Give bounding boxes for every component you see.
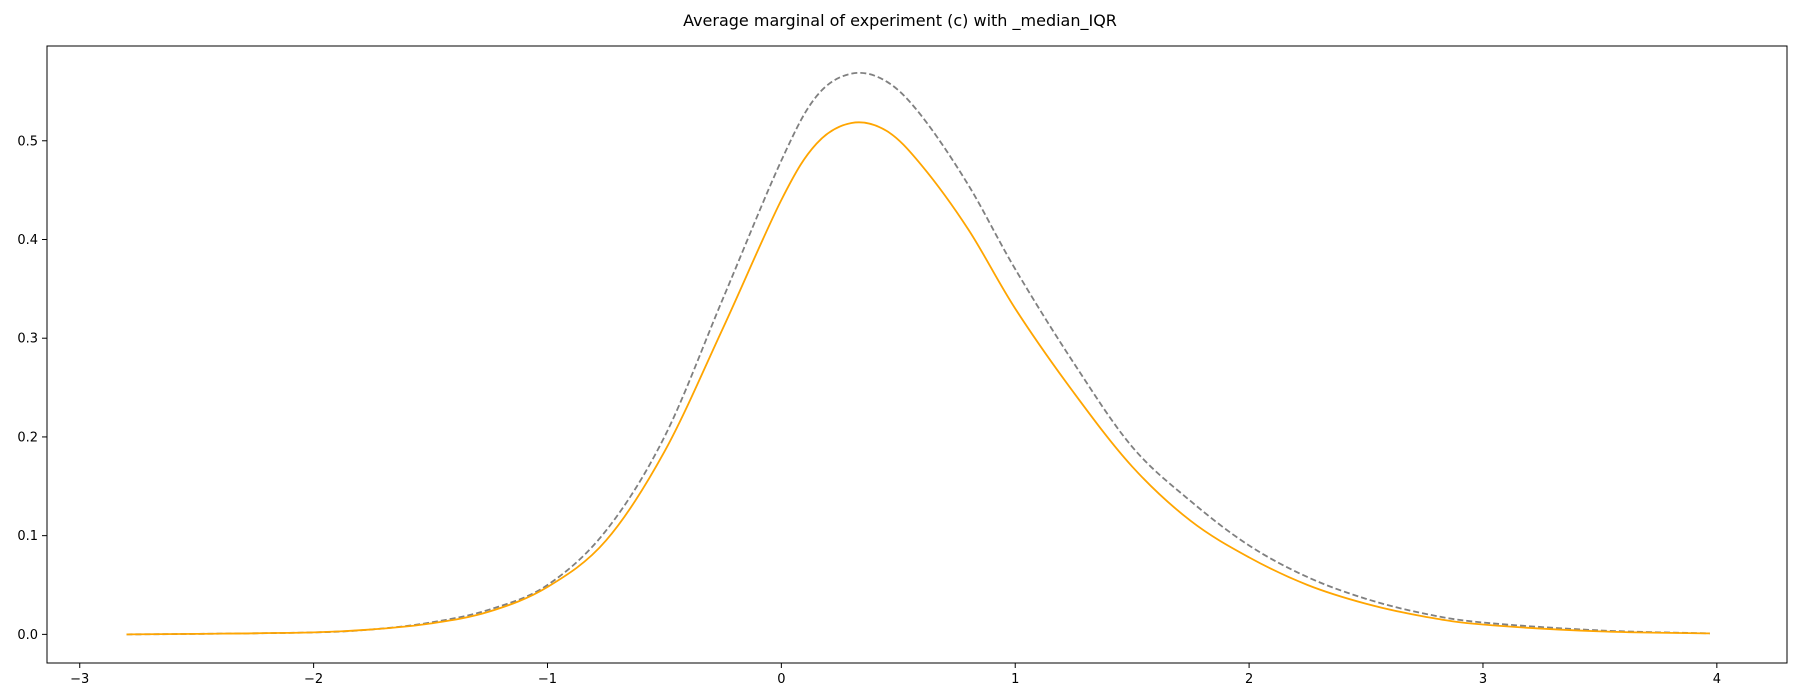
x-tick-label: −3 [70,672,89,687]
series-layer [126,71,1710,636]
series-line-1 [126,71,1710,636]
plot-area: −3 −2 −1 0 1 2 3 4 0.0 0.1 0.2 0.3 0.4 0.5 [17,45,1788,687]
axes-frame [46,45,1788,664]
y-tick-label: 0.2 [17,430,38,445]
x-tick-label: 1 [1011,672,1019,687]
y-tick-label: 0.0 [17,628,38,643]
x-tick-label: 3 [1479,672,1487,687]
series-line-2 [126,121,1710,636]
x-tick-label: 0 [777,672,785,687]
x-tick-label: −1 [538,672,557,687]
chart-title: Average marginal of experiment (c) with … [683,11,1117,31]
x-axis: −3 −2 −1 0 1 2 3 4 [70,663,1721,687]
y-axis: 0.0 0.1 0.2 0.3 0.4 0.5 [17,134,47,643]
x-tick-label: 4 [1713,672,1721,687]
x-tick-label: −2 [304,672,323,687]
x-tick-label: 2 [1245,672,1253,687]
y-tick-label: 0.3 [17,332,38,347]
y-tick-label: 0.4 [17,233,38,248]
y-tick-label: 0.5 [17,134,38,149]
y-tick-label: 0.1 [17,529,38,544]
